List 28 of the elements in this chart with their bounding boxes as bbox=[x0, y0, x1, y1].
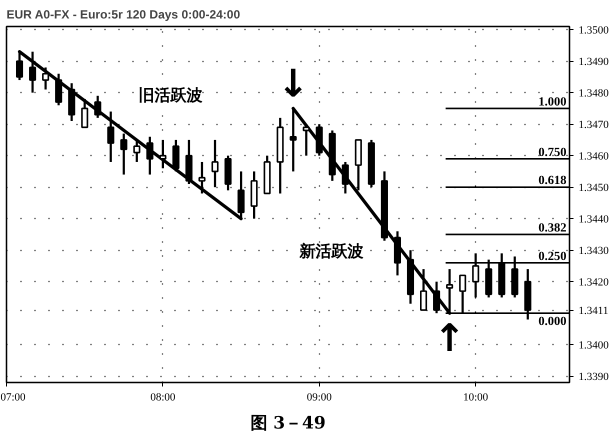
y-tick-label: 1.3490 bbox=[578, 56, 610, 68]
y-tick-label: 1.3411 bbox=[578, 305, 608, 318]
y-tick-label: 1.3500 bbox=[578, 24, 610, 37]
annotation: 0.000 bbox=[538, 314, 566, 328]
x-tick-label: 09:00 bbox=[306, 392, 332, 404]
y-tick-label: 1.3390 bbox=[578, 371, 610, 384]
y-tick-label: 1.3480 bbox=[578, 88, 610, 100]
y-tick-label: 1.3460 bbox=[578, 150, 610, 163]
y-tick-label: 1.3400 bbox=[578, 340, 610, 352]
y-tick-label: 1.3430 bbox=[578, 245, 610, 258]
caption: 图 3－49 bbox=[250, 414, 326, 434]
series-label: 新活跃波 bbox=[298, 241, 364, 260]
annotation: 0.382 bbox=[538, 220, 566, 234]
annotation: 0.250 bbox=[538, 248, 566, 263]
annotation: 1.000 bbox=[538, 94, 566, 108]
annotation: 0.618 bbox=[538, 173, 566, 188]
y-tick-label: 1.3420 bbox=[578, 276, 610, 289]
annotation: 0.750 bbox=[538, 144, 566, 159]
y-tick-label: 1.3440 bbox=[578, 214, 610, 226]
y-tick-label: 1.3450 bbox=[578, 182, 610, 194]
x-tick-label: 08:00 bbox=[150, 392, 176, 404]
annotation: ↑ bbox=[434, 316, 466, 360]
series-label: 旧活跃波 bbox=[138, 86, 202, 105]
annotation: ↓ bbox=[277, 61, 310, 106]
y-tick-label: 1.3470 bbox=[578, 119, 610, 132]
x-tick-label: 07:00 bbox=[0, 392, 26, 404]
chart-title: EUR A0-FX - Euro:5r 120 Days 0:00-24:00 bbox=[6, 8, 240, 22]
x-tick-label: 10:00 bbox=[463, 392, 489, 404]
